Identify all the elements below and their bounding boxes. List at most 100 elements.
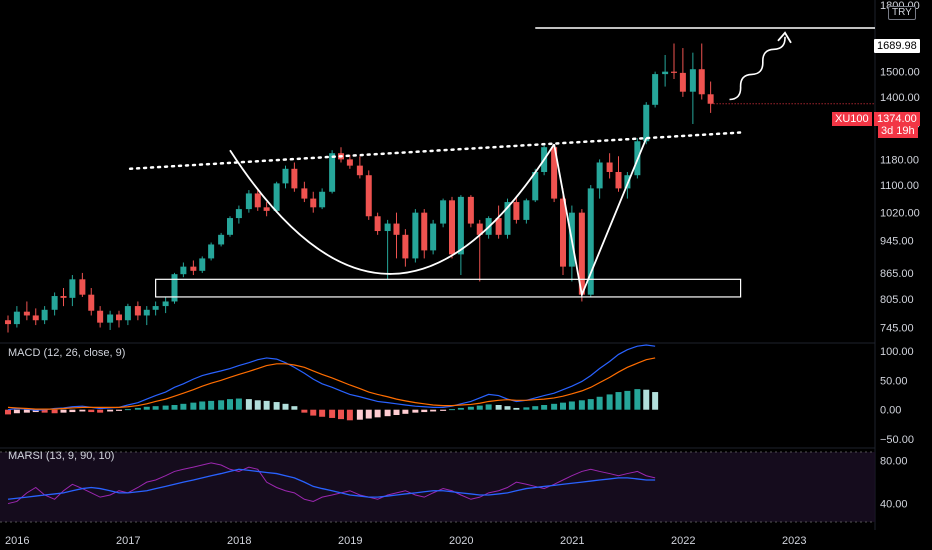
candle-body bbox=[652, 74, 659, 105]
resistance-line bbox=[128, 131, 742, 171]
candle-body bbox=[32, 315, 39, 321]
candle bbox=[23, 301, 30, 321]
price-tick-label: 805.00 bbox=[880, 294, 914, 306]
macd-histogram-bar bbox=[60, 409, 67, 413]
macd-histogram-bar bbox=[218, 400, 225, 410]
candle-body bbox=[615, 171, 622, 189]
macd-histogram-bar bbox=[532, 406, 539, 410]
time-tick-label: 2019 bbox=[338, 535, 362, 547]
macd-histogram-bar bbox=[338, 409, 344, 420]
candle-body bbox=[643, 104, 650, 142]
macd-histogram-bar bbox=[254, 400, 261, 410]
candle bbox=[356, 156, 363, 179]
candle bbox=[402, 229, 409, 267]
candle-body bbox=[560, 198, 566, 267]
candle bbox=[162, 296, 169, 314]
macd-histogram-bar bbox=[124, 409, 131, 411]
candle bbox=[560, 188, 566, 276]
candle-body bbox=[679, 72, 686, 92]
candle-body bbox=[606, 162, 613, 172]
candle bbox=[689, 52, 696, 124]
candle-body bbox=[79, 279, 86, 295]
candle bbox=[282, 165, 289, 189]
time-tick-label: 2022 bbox=[671, 535, 695, 547]
macd-tick-label: 100.00 bbox=[880, 346, 914, 358]
candle-body bbox=[698, 69, 705, 95]
macd-histogram-bar bbox=[551, 403, 558, 410]
candle bbox=[587, 185, 594, 297]
candle bbox=[662, 54, 669, 87]
candle bbox=[346, 154, 353, 169]
macd-histogram-bar bbox=[199, 401, 206, 410]
macd-histogram-bar bbox=[107, 409, 114, 412]
macd-histogram-bar bbox=[393, 409, 400, 415]
candle bbox=[32, 308, 39, 326]
price-tick-label: 1500.00 bbox=[880, 67, 920, 79]
macd-histogram-bar bbox=[346, 409, 353, 421]
currency-badge[interactable]: TRY bbox=[888, 6, 916, 20]
macd-histogram-bar bbox=[152, 406, 159, 410]
candle-body bbox=[190, 266, 197, 271]
candle bbox=[440, 198, 447, 228]
candle-body bbox=[449, 200, 455, 255]
macd-histogram-bar bbox=[273, 402, 280, 410]
candle bbox=[134, 301, 141, 321]
macd-histogram-bar bbox=[560, 402, 566, 410]
candle-body bbox=[504, 202, 511, 235]
macd-histogram-bar bbox=[568, 401, 575, 410]
macd-histogram-bar bbox=[467, 406, 474, 410]
candle-body bbox=[23, 311, 30, 316]
macd-label: MACD (12, 26, close, 9) bbox=[8, 347, 125, 359]
candle-body bbox=[97, 310, 104, 323]
candle bbox=[476, 219, 483, 282]
candle-body bbox=[587, 188, 594, 295]
candle-body bbox=[60, 296, 67, 298]
macd-histogram-bar bbox=[541, 405, 548, 410]
candle bbox=[41, 306, 48, 325]
candle-body bbox=[227, 218, 233, 235]
candle-body bbox=[662, 71, 669, 75]
candle bbox=[69, 275, 76, 307]
candle bbox=[208, 242, 215, 261]
candle-body bbox=[5, 320, 11, 325]
candle bbox=[532, 168, 539, 203]
candle bbox=[421, 209, 428, 259]
candle bbox=[13, 306, 20, 328]
candle bbox=[495, 205, 502, 239]
candle bbox=[245, 190, 252, 213]
candle-body bbox=[162, 301, 169, 307]
candle-body bbox=[291, 168, 298, 189]
candle bbox=[578, 209, 585, 302]
candle bbox=[143, 306, 150, 326]
cup-pattern-curve bbox=[229, 143, 555, 275]
projection-arrow bbox=[729, 36, 786, 101]
macd-histogram-bar bbox=[430, 409, 437, 412]
candle-body bbox=[208, 244, 215, 259]
candle-body bbox=[346, 159, 353, 166]
candle bbox=[319, 188, 326, 210]
candle bbox=[338, 147, 344, 163]
macd-histogram-bar bbox=[116, 409, 122, 411]
candle-body bbox=[51, 296, 58, 310]
marsi-ma-line bbox=[7, 468, 656, 500]
candle bbox=[513, 196, 520, 224]
macd-histogram-bar bbox=[374, 409, 381, 418]
candle-body bbox=[384, 223, 391, 232]
candle bbox=[152, 301, 159, 316]
price-tick-label: 745.00 bbox=[880, 323, 914, 335]
macd-histogram-bar bbox=[578, 400, 585, 410]
candle-body bbox=[199, 258, 206, 271]
candle-body bbox=[254, 193, 261, 208]
candle-body bbox=[513, 202, 520, 220]
time-tick-label: 2020 bbox=[449, 535, 473, 547]
macd-histogram-bar bbox=[624, 390, 631, 410]
price-tick-label: 945.00 bbox=[880, 236, 914, 248]
candle-body bbox=[365, 175, 372, 217]
candle bbox=[467, 195, 474, 228]
macd-histogram-bar bbox=[69, 409, 76, 413]
candle-body bbox=[457, 196, 464, 255]
candle bbox=[698, 43, 705, 100]
candle-body bbox=[88, 294, 95, 311]
macd-histogram-bar bbox=[162, 405, 169, 410]
